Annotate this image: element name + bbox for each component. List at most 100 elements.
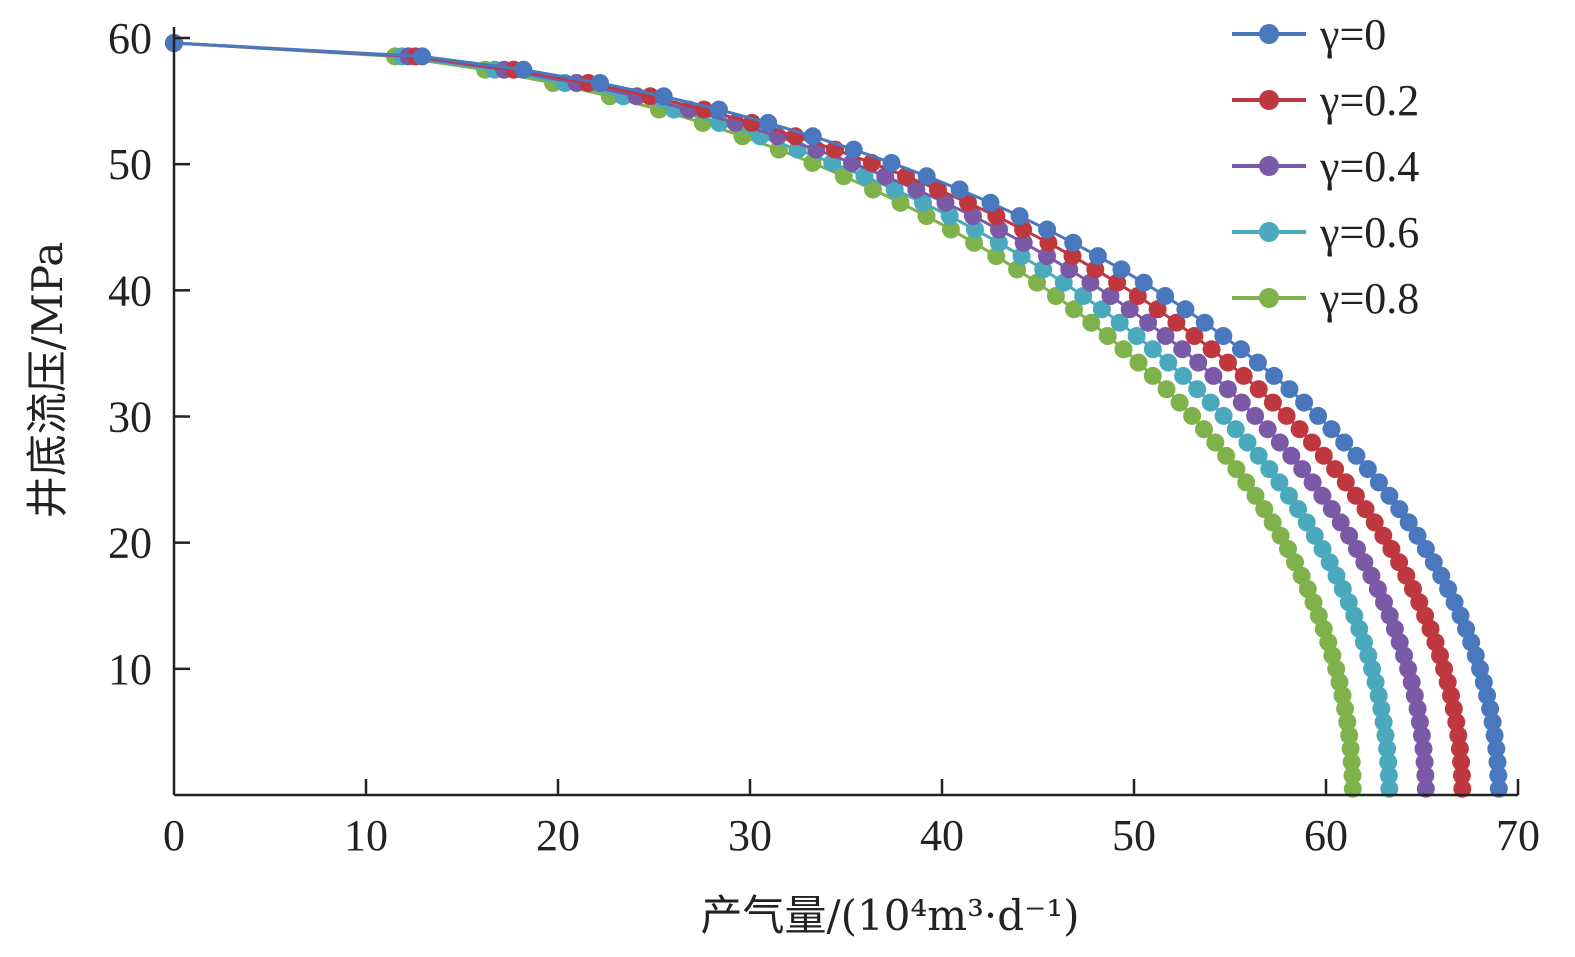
series-point <box>1088 247 1107 266</box>
series-point <box>1452 766 1471 785</box>
series-point <box>1309 406 1328 425</box>
series-point <box>1249 380 1268 399</box>
series-point <box>1447 713 1466 732</box>
series-point <box>1450 739 1469 758</box>
series-point <box>1174 366 1193 385</box>
series-point <box>1390 500 1409 519</box>
series-point <box>1202 340 1221 359</box>
series-point <box>1303 473 1322 492</box>
series-point <box>591 74 609 92</box>
series-layer <box>165 34 1508 798</box>
series-point <box>989 233 1008 252</box>
series-point <box>959 193 977 212</box>
series-point <box>1320 553 1339 572</box>
series-point <box>1010 207 1029 226</box>
series-point <box>1416 540 1435 558</box>
series-point <box>1376 726 1395 745</box>
series-point <box>1263 513 1282 532</box>
series-point <box>936 193 955 212</box>
series-point <box>1340 726 1359 745</box>
series-point <box>1379 766 1398 785</box>
legend-item-3: γ=0.6 <box>1232 208 1419 257</box>
series-point <box>1424 553 1443 572</box>
series-point <box>1380 486 1399 505</box>
series-point <box>1143 340 1162 359</box>
series-point <box>1280 486 1298 505</box>
y-tick-label: 30 <box>108 393 152 442</box>
series-point <box>654 87 673 106</box>
series-point <box>981 193 1000 212</box>
series-point <box>897 167 915 186</box>
series-point <box>1362 566 1381 585</box>
series-point <box>1341 739 1360 758</box>
series-point <box>1014 233 1033 252</box>
series-point <box>1489 766 1508 785</box>
series-point <box>1372 699 1391 718</box>
series-point <box>1170 393 1189 412</box>
series-point <box>1204 366 1223 385</box>
series-point <box>855 167 874 186</box>
series-point <box>413 47 432 66</box>
series-point <box>941 220 960 239</box>
series-point <box>1282 446 1301 465</box>
series-point <box>710 100 728 119</box>
series-point <box>1246 406 1265 425</box>
legend-swatch-marker <box>1259 156 1279 176</box>
series-point <box>1238 433 1257 452</box>
series-point <box>1397 566 1416 585</box>
series-point <box>1439 580 1458 598</box>
series-point <box>1279 540 1297 558</box>
series-point <box>1277 406 1296 425</box>
x-tick-label: 60 <box>1304 811 1348 860</box>
y-tick-label: 10 <box>108 645 152 694</box>
series-point <box>844 140 863 159</box>
series-point <box>1156 327 1175 345</box>
series-point <box>1432 566 1451 585</box>
series-point <box>1270 473 1289 492</box>
series-point <box>1412 726 1431 745</box>
series-point <box>1331 513 1350 532</box>
series-point <box>1313 486 1332 505</box>
series-point <box>1342 753 1361 772</box>
series-point <box>1295 393 1314 412</box>
series-point <box>1195 420 1213 439</box>
legend-item-2: γ=0.4 <box>1232 142 1419 191</box>
legend-label: γ=0.8 <box>1319 274 1419 323</box>
series-point <box>1489 779 1508 798</box>
series-point <box>1065 300 1083 319</box>
series-point <box>1382 540 1401 558</box>
series-point <box>1098 327 1117 345</box>
series-point <box>1234 366 1253 385</box>
series-point <box>1263 393 1282 412</box>
legend-swatch-marker <box>1259 288 1279 308</box>
series-point <box>1167 313 1186 332</box>
series-point <box>1286 553 1304 572</box>
x-tick-label: 70 <box>1496 811 1540 860</box>
series-point <box>1156 287 1175 305</box>
series-point <box>1340 526 1359 545</box>
series-point <box>1336 699 1355 718</box>
y-tick-label: 50 <box>108 140 152 189</box>
series-point <box>1214 327 1233 345</box>
legend-label: γ=0.6 <box>1319 208 1419 257</box>
series-point <box>1322 420 1341 439</box>
series-point <box>1416 779 1435 798</box>
series-point <box>1453 779 1472 798</box>
x-tick-label: 10 <box>344 811 388 860</box>
series-point <box>1347 446 1366 465</box>
series-point <box>1114 340 1133 359</box>
series-point <box>1280 380 1299 399</box>
series-point <box>1129 353 1148 372</box>
legend-item-4: γ=0.8 <box>1232 274 1419 323</box>
legend-label: γ=0 <box>1319 10 1386 59</box>
series-point <box>1343 779 1362 798</box>
series-point <box>1485 726 1504 745</box>
series-point <box>1185 327 1204 345</box>
series-point <box>1157 380 1176 399</box>
series-point <box>1206 433 1225 452</box>
series-point <box>914 193 932 212</box>
legend-label: γ=0.2 <box>1319 76 1419 125</box>
x-axis-title: 产气量/(10⁴m³·d⁻¹) <box>700 891 1079 940</box>
series-point <box>1416 766 1435 785</box>
series-point <box>1148 300 1167 319</box>
